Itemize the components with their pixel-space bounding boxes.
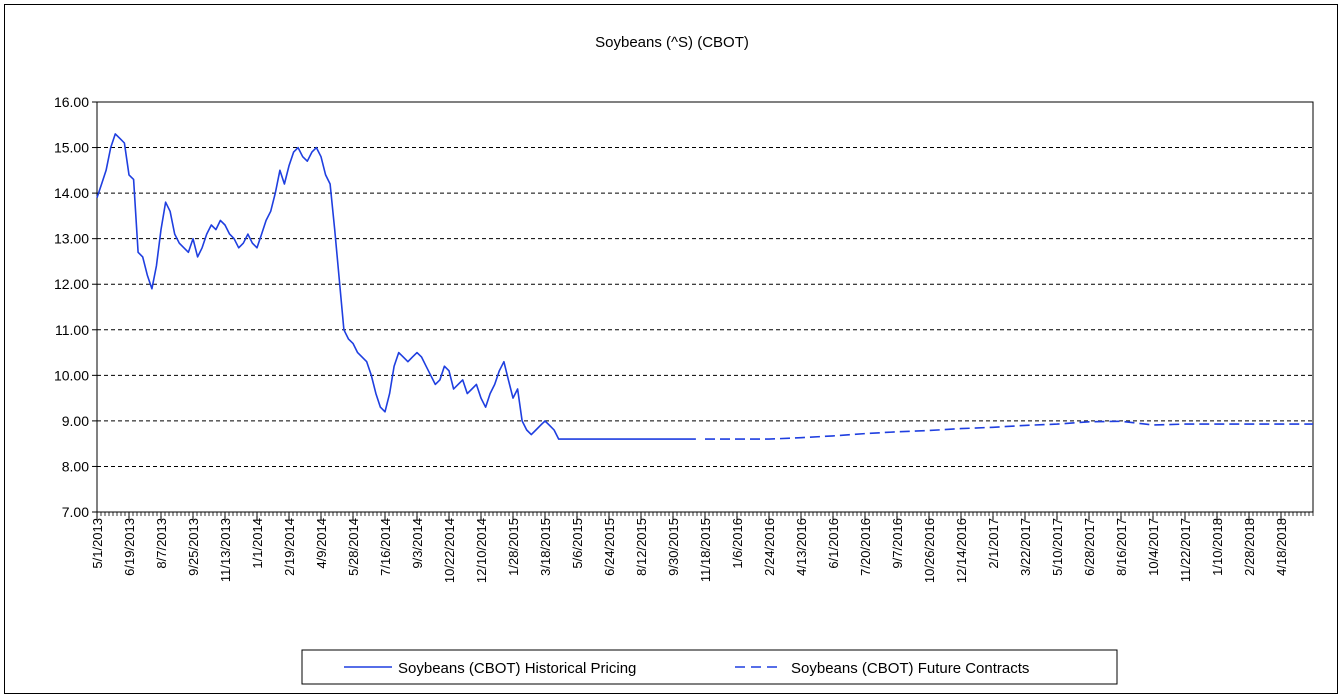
x-tick-label: 12/10/2014 xyxy=(474,518,489,583)
x-tick-label: 8/16/2017 xyxy=(1114,518,1129,576)
legend-label-historical: Soybeans (CBOT) Historical Pricing xyxy=(398,660,636,677)
y-tick-label: 13.00 xyxy=(54,231,89,247)
chart-title: Soybeans (^S) (CBOT) xyxy=(595,34,749,51)
x-tick-label: 5/10/2017 xyxy=(1050,518,1065,576)
grid-lines xyxy=(97,147,1313,467)
y-tick-label: 8.00 xyxy=(62,458,89,474)
x-tick-label: 8/7/2013 xyxy=(154,518,169,569)
x-tick-label: 9/7/2016 xyxy=(890,518,905,569)
x-tick-label: 7/20/2016 xyxy=(858,518,873,576)
x-tick-label: 6/1/2016 xyxy=(826,518,841,569)
x-tick-label: 8/12/2015 xyxy=(634,518,649,576)
y-tick-label: 12.00 xyxy=(54,276,89,292)
x-tick-label: 1/28/2015 xyxy=(506,518,521,576)
x-tick-label: 5/1/2013 xyxy=(90,518,105,569)
x-tick-label: 6/24/2015 xyxy=(602,518,617,576)
y-tick-label: 10.00 xyxy=(54,367,89,383)
x-tick-label: 4/18/2018 xyxy=(1274,518,1289,576)
x-tick-label: 11/22/2017 xyxy=(1178,518,1193,582)
x-tick-label: 5/28/2014 xyxy=(346,518,361,576)
x-tick-label: 4/13/2016 xyxy=(794,518,809,576)
x-tick-label: 1/10/2018 xyxy=(1210,518,1225,576)
x-tick-label: 9/30/2015 xyxy=(666,518,681,576)
x-tick-label: 10/22/2014 xyxy=(442,518,457,583)
y-tick-label: 9.00 xyxy=(62,413,89,429)
x-tick-label: 3/18/2015 xyxy=(538,518,553,576)
y-axis: 7.00 8.00 9.00 10.00 11.00 12.00 13.00 14.00 15.… xyxy=(54,94,97,520)
legend-box xyxy=(301,649,1118,685)
series-line-historical xyxy=(96,133,696,440)
x-tick-label: 2/28/2018 xyxy=(1242,518,1257,576)
x-tick-label: 2/19/2014 xyxy=(282,518,297,576)
x-tick-label: 9/3/2014 xyxy=(410,518,425,569)
chart-frame xyxy=(4,4,1338,694)
x-tick-label: 10/26/2016 xyxy=(922,518,937,583)
y-tick-label: 15.00 xyxy=(54,140,89,156)
y-tick-label: 16.00 xyxy=(54,94,89,110)
x-tick-label: 4/9/2014 xyxy=(314,518,329,569)
x-tick-label: 6/28/2017 xyxy=(1082,518,1097,576)
x-tick-label: 2/1/2017 xyxy=(986,518,1001,569)
x-tick-label: 10/4/2017 xyxy=(1146,518,1161,576)
x-tick-label: 6/19/2013 xyxy=(122,518,137,576)
y-tick-label: 11.00 xyxy=(55,322,89,338)
plot-area xyxy=(96,101,1314,513)
y-tick-label: 14.00 xyxy=(54,185,89,201)
x-tick-label: 11/18/2015 xyxy=(698,518,713,582)
x-tick-label: 1/1/2014 xyxy=(250,518,265,569)
legend: Soybeans (CBOT) Historical Pricing Soybe… xyxy=(301,649,1118,685)
x-tick-label: 5/6/2015 xyxy=(570,518,585,569)
x-tick-label: 12/14/2016 xyxy=(954,518,969,583)
x-tick-label: 1/6/2016 xyxy=(730,518,745,569)
y-tick-label: 7.00 xyxy=(62,504,89,520)
x-tick-label: 11/13/2013 xyxy=(218,518,233,582)
x-tick-label: 2/24/2016 xyxy=(762,518,777,576)
x-tick-label: 3/22/2017 xyxy=(1018,518,1033,576)
legend-label-future: Soybeans (CBOT) Future Contracts xyxy=(791,660,1029,677)
x-axis: 5/1/2013 6/19/2013 8/7/2013 9/25/2013 11/13/… xyxy=(90,512,1314,583)
series-layer xyxy=(96,133,1313,440)
series-line-future xyxy=(705,420,1313,440)
x-tick-label: 9/25/2013 xyxy=(186,518,201,576)
x-tick-label: 7/16/2014 xyxy=(378,518,393,576)
